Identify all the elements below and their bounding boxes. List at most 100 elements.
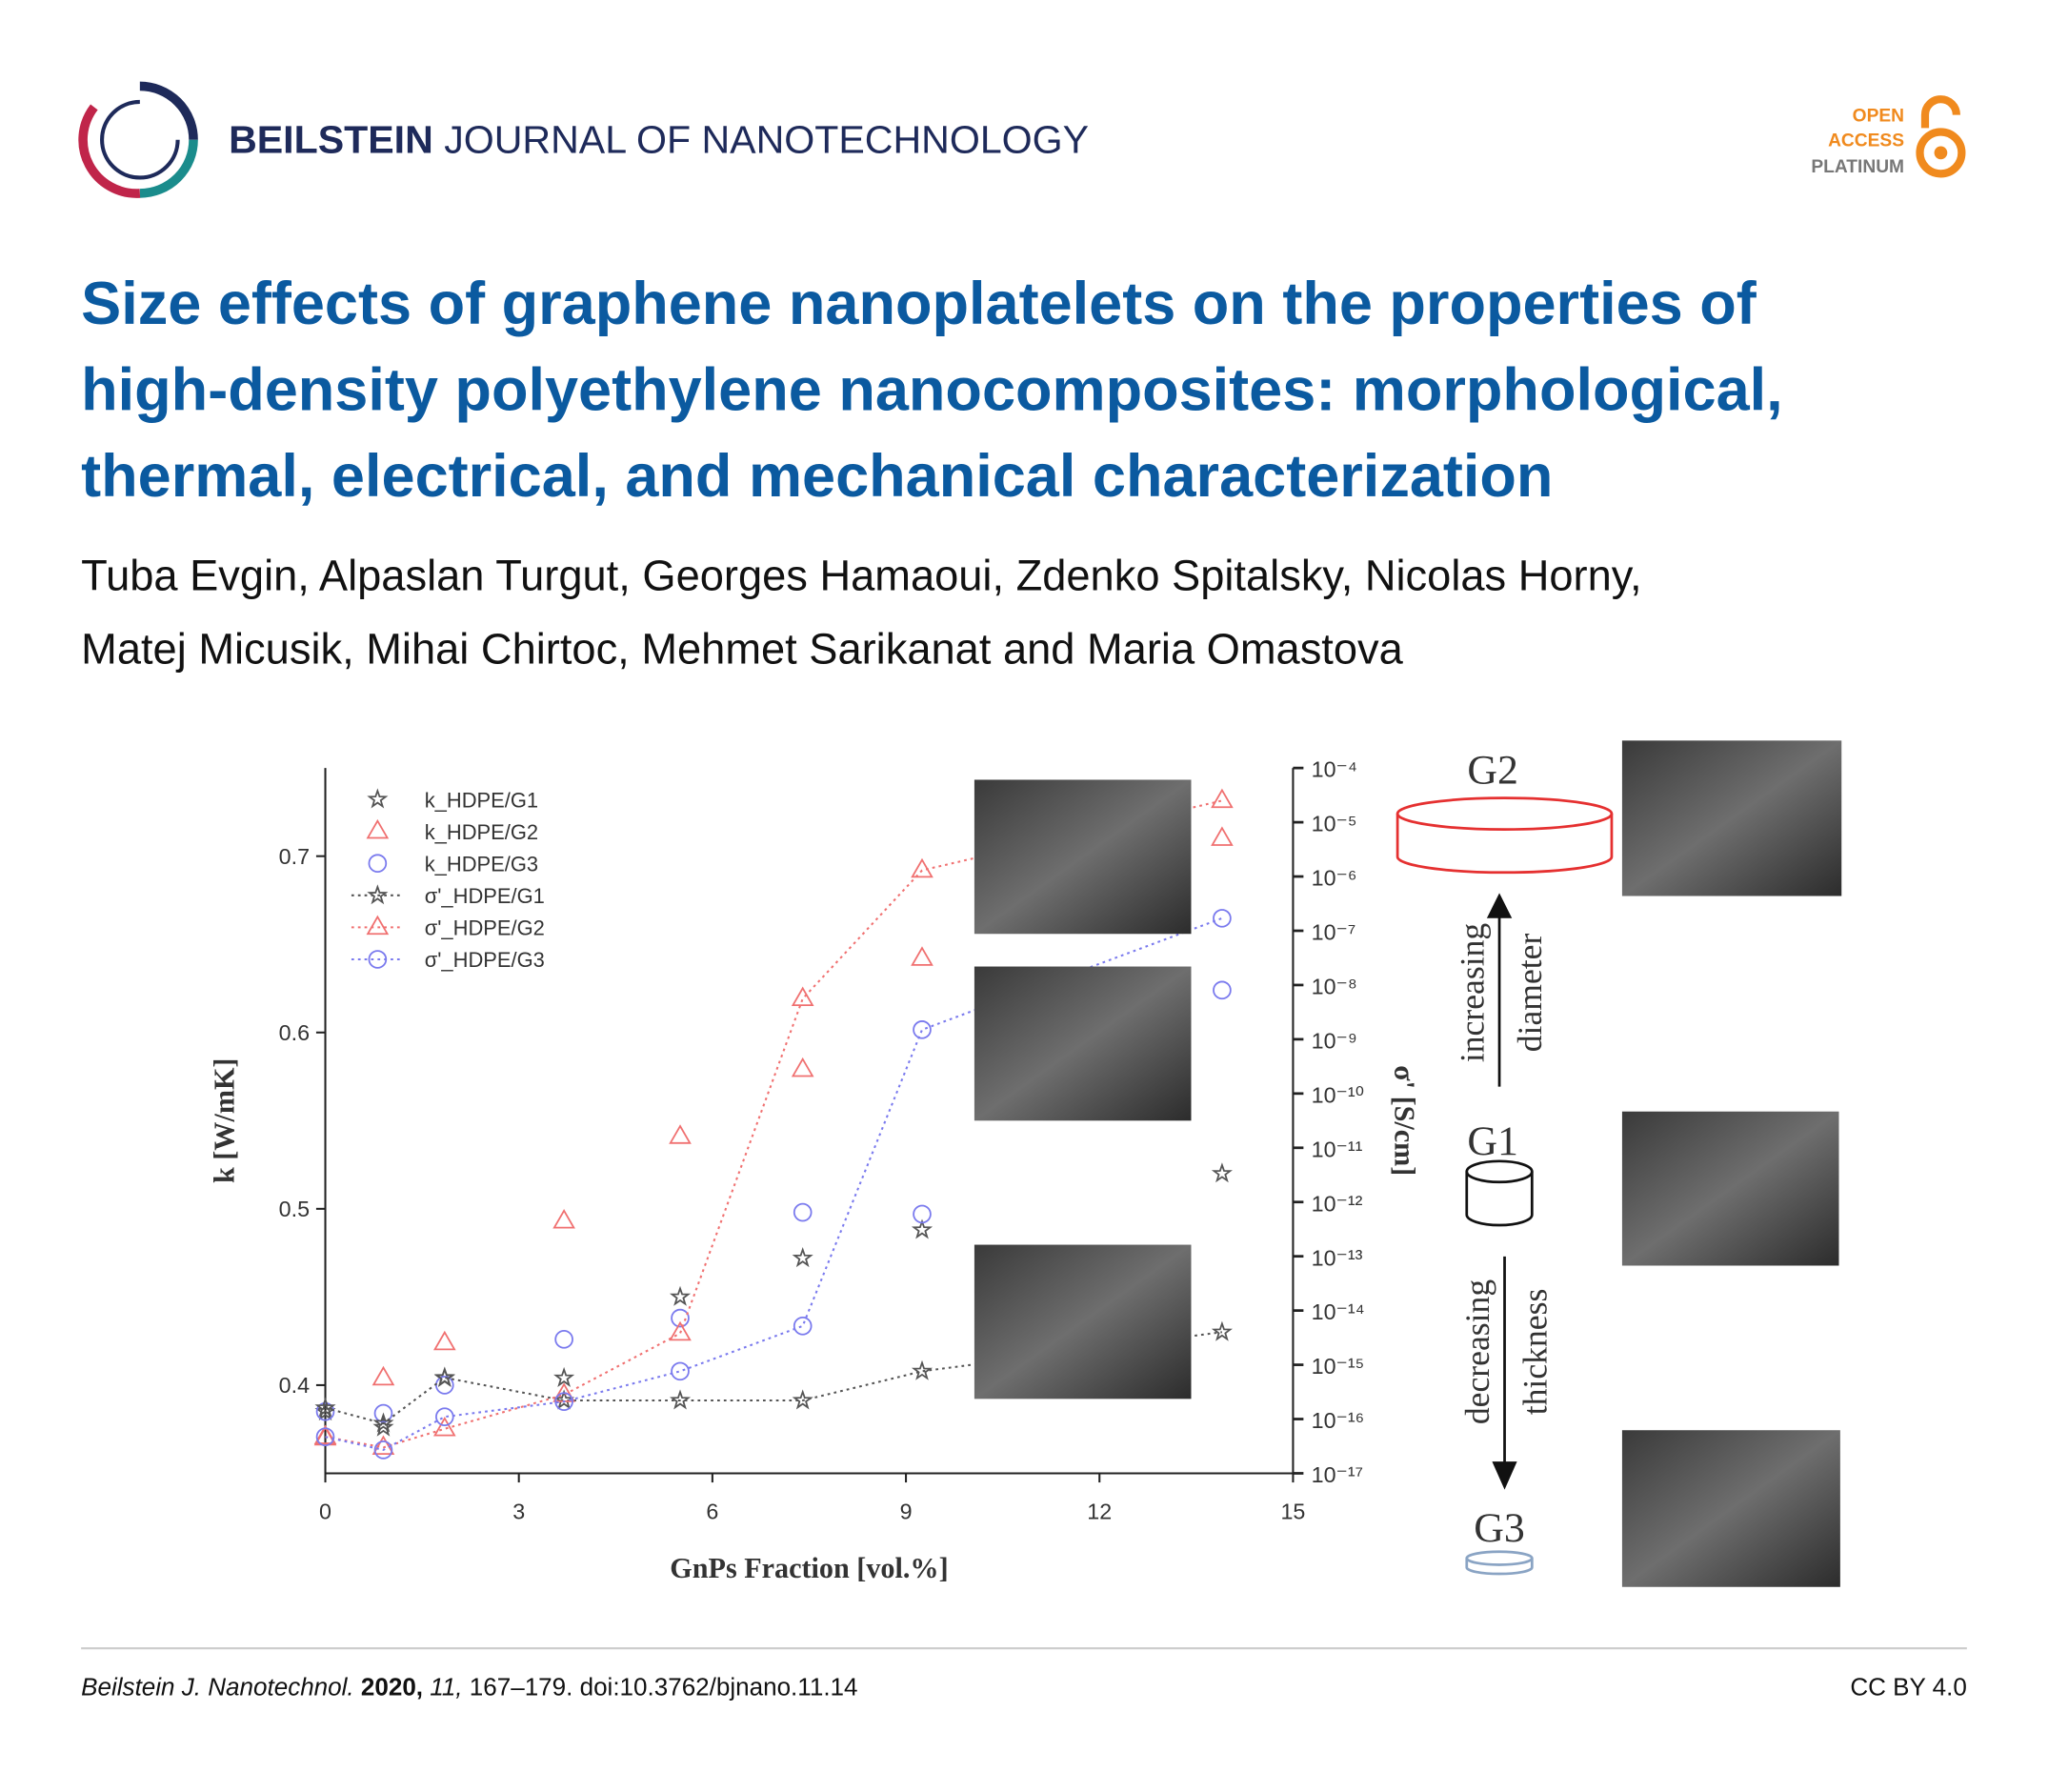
author-line: Tuba Evgin, Alpaslan Turgut, Georges Ham… [81, 552, 1641, 600]
data-point [373, 1440, 393, 1460]
y-tick-label: 0.4 [279, 1373, 310, 1398]
data-point [669, 1124, 692, 1144]
license: CC BY 4.0 [1850, 1673, 1967, 1701]
data-point [435, 1407, 454, 1426]
data-point [432, 1330, 456, 1351]
title-line: Size effects of graphene nanoplatelets o… [81, 271, 1757, 337]
legend-entry: k_HDPE/G3 [368, 852, 538, 876]
legend-label: σ'_HDPE/G1 [425, 884, 545, 908]
data-point [552, 1209, 575, 1229]
increase-labels: increasing diameter [1454, 923, 1549, 1063]
data-point [553, 1389, 575, 1410]
data-point [669, 1320, 692, 1341]
legend-marker [367, 884, 389, 905]
increasing-label: increasing [1454, 923, 1492, 1063]
y2-tick-label: 10⁻¹⁴ [1312, 1299, 1365, 1324]
data-point [1211, 1162, 1233, 1183]
data-point [793, 1317, 813, 1336]
citation-volume: 11, [430, 1673, 462, 1701]
legend-marker [367, 788, 389, 809]
decreasing-label: decreasing [1458, 1279, 1496, 1424]
author-line: Matej Micusik, Mihai Chirtoc, Mehmet Sar… [81, 624, 1404, 673]
y2-tick-label: 10⁻¹⁵ [1312, 1354, 1365, 1379]
x-tick-label: 6 [706, 1499, 718, 1523]
data-point [669, 1285, 692, 1306]
sem-image [1621, 740, 1842, 896]
data-point [1213, 909, 1232, 928]
legend-label: σ'_HDPE/G3 [425, 948, 545, 972]
thickness-label: thickness [1516, 1289, 1554, 1416]
data-point [671, 1361, 690, 1381]
legend-entry: σ'_HDPE/G3 [351, 948, 545, 972]
series-line [325, 916, 1223, 1451]
size-diagram: G2 increasing diameter G1 decreasing thi… [1395, 740, 1842, 1587]
open-access-lock [1916, 95, 1966, 178]
citation-pages-doi: 167–179. doi:10.3762/bjnano.11.14 [470, 1673, 858, 1701]
legend-marker [368, 950, 388, 969]
authors: Tuba Evgin, Alpaslan Turgut, Georges Ham… [81, 552, 1641, 674]
y2-tick-label: 10⁻¹⁶ [1312, 1408, 1365, 1433]
y2-tick-label: 10⁻¹³ [1312, 1245, 1363, 1270]
data-point [911, 1218, 934, 1239]
journal-logo [78, 81, 198, 198]
chart: 0 3 6 9 12 15 0.4 0.5 0.6 0.7 10⁻¹⁷ 10⁻¹⁶ 10⁻¹⁵ 10⁻¹⁴… [209, 757, 1421, 1584]
y2-tick-label: 10⁻¹⁷ [1312, 1462, 1363, 1487]
x-tick-label: 0 [319, 1499, 331, 1523]
g3-label: G3 [1474, 1505, 1525, 1551]
y2-tick-label: 10⁻¹⁰ [1312, 1082, 1364, 1107]
data-point [314, 1397, 336, 1418]
data-point [371, 1435, 395, 1456]
y2-tick-label: 10⁻⁸ [1312, 975, 1357, 999]
badge-access: ACCESS [1828, 131, 1904, 151]
data-point [315, 1401, 335, 1421]
y2-tick-label: 10⁻¹² [1312, 1191, 1363, 1216]
citation-journal: Beilstein J. Nanotechnol. [81, 1673, 354, 1701]
data-point [791, 1057, 814, 1077]
x-axis-title: GnPs Fraction [vol.%] [670, 1552, 948, 1584]
data-point [911, 857, 934, 878]
legend-entry: k_HDPE/G2 [366, 818, 538, 844]
x-tick-label: 9 [900, 1499, 913, 1523]
data-point [791, 986, 814, 1007]
legend-label: σ'_HDPE/G2 [425, 916, 545, 940]
data-point [793, 1202, 813, 1222]
legend-marker [368, 854, 388, 874]
title: Size effects of graphene nanoplatelets o… [81, 271, 1783, 510]
title-line: high-density polyethylene nanocomposites… [81, 356, 1783, 423]
g3-cylinder [1465, 1550, 1534, 1576]
sem-inset [974, 779, 1192, 935]
g2-label: G2 [1467, 748, 1518, 794]
y2-axis-title: σ' [S/cm] [1388, 1065, 1420, 1176]
sem-inset [974, 966, 1192, 1121]
diameter-label: diameter [1511, 934, 1549, 1053]
y2-tick-label: 10⁻⁵ [1312, 812, 1357, 836]
sem-image [1621, 1111, 1839, 1266]
arrow-up [1486, 893, 1513, 1087]
legend-label: k_HDPE/G1 [425, 788, 538, 812]
decrease-labels: decreasing thickness [1458, 1279, 1554, 1424]
legend-entry: k_HDPE/G1 [367, 788, 538, 812]
x-tick-label: 15 [1280, 1499, 1305, 1523]
data-point [371, 1365, 395, 1386]
badge-platinum: PLATINUM [1811, 157, 1904, 177]
sem-image [1621, 1430, 1840, 1587]
data-point [671, 1308, 690, 1328]
legend-marker [366, 818, 390, 839]
data-point [913, 1204, 932, 1224]
x-tick-label: 3 [512, 1499, 525, 1523]
data-point [1213, 980, 1232, 1000]
data-point [911, 946, 934, 966]
g1-label: G1 [1467, 1118, 1518, 1164]
legend-label: k_HDPE/G3 [425, 852, 538, 876]
y-tick-label: 0.7 [279, 844, 310, 869]
legend-marker [366, 915, 390, 936]
data-point [792, 1247, 813, 1268]
data-point [554, 1392, 573, 1411]
data-point [669, 1389, 692, 1410]
sem-inset [974, 1244, 1192, 1399]
y2-tick-label: 10⁻⁹ [1312, 1028, 1357, 1053]
data-point [314, 1400, 336, 1421]
